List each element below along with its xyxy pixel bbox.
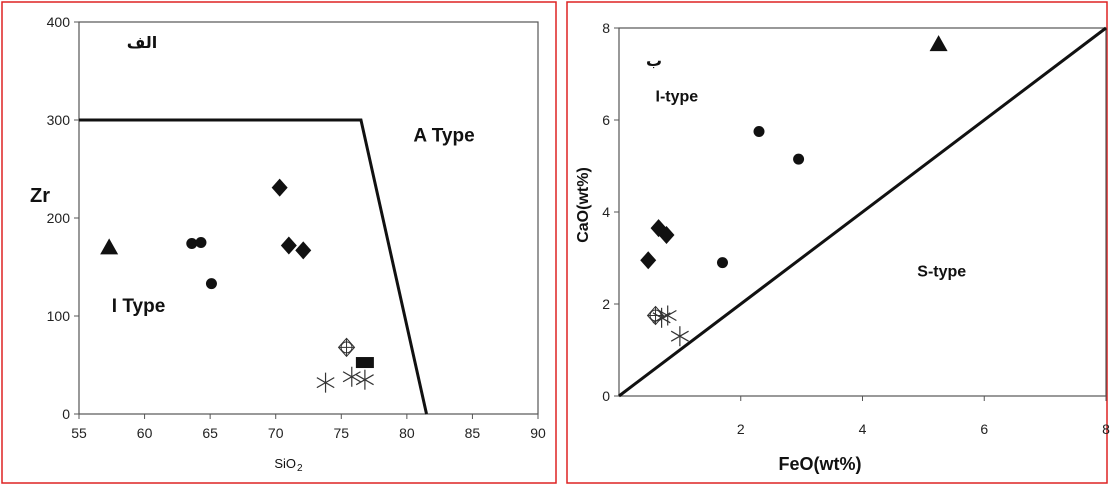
- left-panel-label: الف: [127, 33, 158, 52]
- data-point-circle: [793, 153, 805, 165]
- left-chart: 0 100 200 300 400 55 60 65 70 75 80 85 90 A Type I T…: [30, 14, 546, 474]
- y-tick-label: 4: [602, 204, 610, 220]
- data-point-asterisk: [658, 305, 677, 326]
- data-point-rect: [355, 357, 374, 369]
- x-tick-label: 8: [1102, 421, 1110, 437]
- region-label: S-type: [917, 263, 966, 280]
- data-point-asterisk: [316, 372, 335, 393]
- x-tick-label: 60: [137, 425, 153, 441]
- x-tick-label: 70: [268, 425, 284, 441]
- data-point-diamond: [295, 241, 312, 260]
- y-tick-label: 200: [47, 210, 71, 226]
- y-tick-label: 6: [602, 112, 610, 128]
- data-point-circle: [195, 237, 207, 248]
- left-x-axis-label-sub: 2: [297, 463, 303, 474]
- data-point-circle: [753, 126, 765, 137]
- left-x-axis-label: SiO: [274, 456, 296, 471]
- x-tick-label: 65: [202, 425, 218, 441]
- y-tick-label: 8: [602, 20, 610, 36]
- y-tick-label: 100: [47, 308, 71, 324]
- data-point-diamond: [658, 226, 675, 244]
- data-point-triangle: [100, 238, 119, 255]
- field-boundary-line: [618, 26, 1107, 398]
- x-tick-label: 4: [859, 421, 867, 437]
- x-tick-label: 85: [465, 425, 481, 441]
- field-boundary-line: [79, 118, 428, 415]
- y-tick-label: 300: [47, 112, 71, 128]
- right-chart: 0 2 4 6 8 2 4 6 8 I-type S-type ب CaO(wt%) FeO(w…: [575, 20, 1110, 474]
- data-point-circle: [205, 278, 217, 290]
- data-point-diamond: [640, 251, 657, 270]
- data-point-asterisk: [355, 369, 374, 390]
- y-tick-label: 400: [47, 14, 71, 30]
- y-tick-label: 0: [602, 388, 610, 404]
- right-panel-border: [566, 1, 1108, 484]
- data-point-circle: [186, 237, 198, 249]
- x-tick-label: 75: [333, 425, 349, 441]
- x-tick-label: 80: [399, 425, 415, 441]
- region-label: I Type: [112, 296, 165, 317]
- y-tick-label: 0: [62, 406, 70, 422]
- data-point-triangle: [929, 35, 948, 52]
- x-tick-label: 90: [530, 425, 546, 441]
- left-y-axis-label: Zr: [30, 185, 50, 207]
- data-point-asterisk: [670, 326, 689, 347]
- data-point-circle-cross: [337, 337, 356, 358]
- left-panel-border: [1, 1, 557, 484]
- data-point-diamond: [280, 236, 297, 255]
- y-tick-label: 2: [602, 296, 610, 312]
- x-tick-label: 55: [71, 425, 87, 441]
- data-point-circle: [716, 257, 728, 269]
- right-x-axis-label: FeO(wt%): [779, 454, 862, 474]
- region-label: A Type: [413, 126, 474, 147]
- x-tick-label: 2: [737, 421, 745, 437]
- data-point-asterisk: [342, 366, 361, 387]
- right-y-axis-label: CaO(wt%): [575, 167, 592, 243]
- x-tick-label: 6: [980, 421, 988, 437]
- left-plot-area: [78, 21, 539, 415]
- right-panel-label: ب: [646, 51, 662, 70]
- region-label: I-type: [656, 89, 699, 106]
- data-point-diamond: [271, 178, 288, 197]
